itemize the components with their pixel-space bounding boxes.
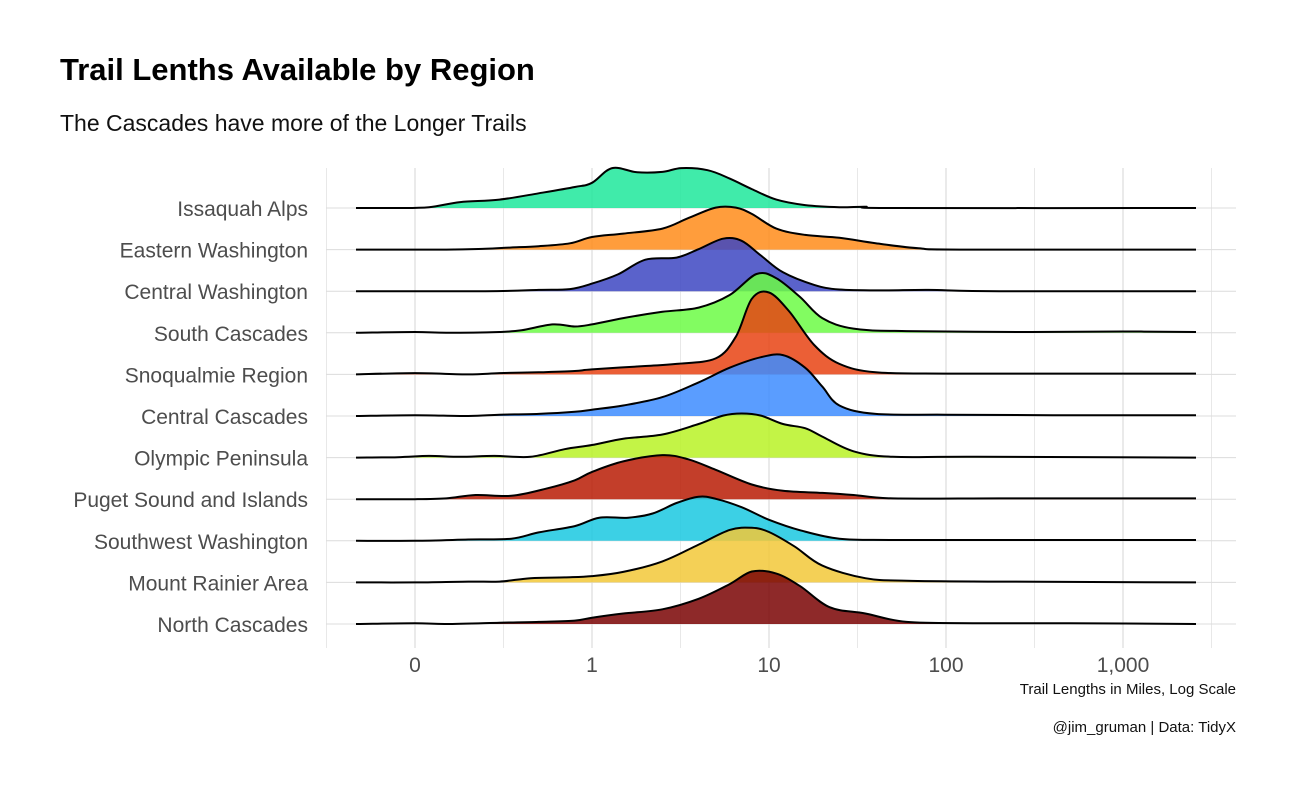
- ridge-fill: [356, 413, 1196, 458]
- region-label: Central Cascades: [141, 406, 308, 429]
- region-label: Southwest Washington: [94, 531, 308, 554]
- ridge-mount-rainier-area: [355, 526, 1197, 584]
- region-label: South Cascades: [154, 323, 308, 346]
- region-label: Central Washington: [124, 281, 308, 304]
- ridge-fill: [356, 455, 1196, 500]
- ridge-outline: [355, 271, 1197, 334]
- x-tick-label: 1: [586, 654, 598, 677]
- ridge-outline: [355, 205, 1197, 251]
- ridge-fill: [356, 570, 1196, 625]
- ridge-olympic-peninsula: [355, 412, 1197, 459]
- ridge-outline: [355, 454, 1196, 501]
- ridge-southwest-washington: [355, 495, 1196, 542]
- ridge-central-cascades: [355, 353, 1196, 418]
- region-labels: Issaquah Alps Eastern Washington Central W…: [73, 198, 308, 637]
- ridge-outline: [355, 237, 1197, 293]
- region-label: Issaquah Alps: [177, 198, 308, 221]
- region-label: Puget Sound and Islands: [73, 489, 308, 512]
- chart-title: Trail Lenths Available by Region: [60, 52, 535, 87]
- ridge-outline: [355, 290, 1196, 376]
- x-tick-label: 0: [409, 654, 421, 677]
- chart-caption: @jim_gruman | Data: TidyX: [1052, 719, 1236, 736]
- x-tick-labels: 0 1 10 100 1,000: [409, 654, 1149, 677]
- ridge-north-cascades: [355, 569, 1197, 626]
- ridge-snoqualmie-region: [355, 290, 1196, 376]
- x-tick-label: 100: [928, 654, 963, 677]
- ridge-issaquah-alps: [355, 166, 1197, 210]
- x-tick-label: 10: [757, 654, 780, 677]
- region-label: Mount Rainier Area: [128, 572, 308, 595]
- ridge-outline: [355, 166, 1197, 210]
- ridge-fill: [356, 206, 1196, 250]
- chart-subtitle: The Cascades have more of the Longer Tra…: [60, 110, 527, 136]
- ridge-outline: [355, 412, 1197, 459]
- region-label: Olympic Peninsula: [134, 448, 308, 471]
- x-tick-label: 1,000: [1097, 654, 1150, 677]
- ridge-fill: [356, 291, 1196, 375]
- ridge-puget-sound-and-islands: [355, 454, 1196, 501]
- ridge-outline: [355, 495, 1196, 542]
- ridge-fill: [356, 354, 1196, 417]
- region-label: Snoqualmie Region: [125, 364, 308, 387]
- ridge-fill: [356, 496, 1196, 541]
- region-label: North Cascades: [157, 614, 308, 637]
- ridge-outline: [355, 353, 1196, 418]
- x-axis-label: Trail Lengths in Miles, Log Scale: [1019, 681, 1236, 698]
- ridge-eastern-washington: [355, 205, 1197, 251]
- ridge-outline: [355, 526, 1197, 584]
- ridges: [355, 166, 1197, 626]
- ridge-outline: [355, 569, 1197, 626]
- ridge-fill: [356, 167, 1196, 209]
- region-label: Eastern Washington: [120, 240, 308, 263]
- ridge-fill: [356, 527, 1196, 583]
